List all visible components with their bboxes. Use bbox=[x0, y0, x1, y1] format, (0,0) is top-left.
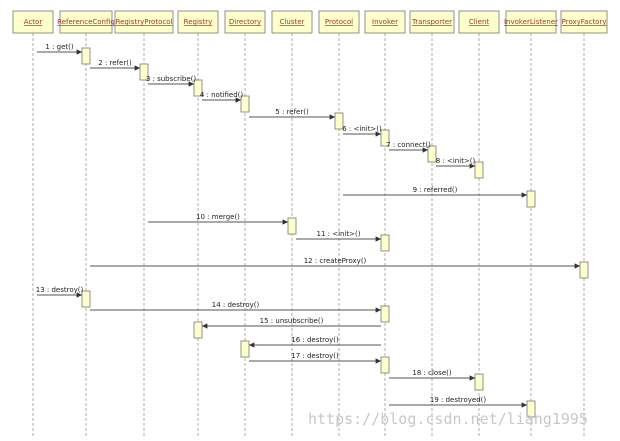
activation bbox=[193, 79, 203, 97]
message-label: 2 : refer() bbox=[98, 59, 132, 67]
participant-name: Protocol bbox=[325, 18, 353, 26]
message-label: 3 : subscribe() bbox=[146, 75, 197, 83]
activation bbox=[526, 400, 536, 418]
participant-name: Client bbox=[469, 18, 490, 26]
message-label: 4 : notified() bbox=[200, 91, 244, 99]
activation bbox=[380, 234, 390, 252]
participant-name: ProxyFactory bbox=[562, 18, 607, 26]
participant-name: Cluster bbox=[280, 18, 305, 26]
message-label: 5 : refer() bbox=[275, 108, 309, 116]
activation bbox=[474, 161, 484, 179]
participant-name: Registry bbox=[184, 18, 213, 26]
message-label: 17 : destroy() bbox=[291, 352, 339, 360]
participant-name: Directory bbox=[229, 18, 261, 26]
participant-name: Transporter bbox=[411, 18, 452, 26]
activation bbox=[240, 340, 250, 358]
message-label: 8 : <init>() bbox=[436, 157, 476, 165]
participant-box bbox=[224, 10, 266, 34]
activation bbox=[380, 129, 390, 147]
message-label: 9 : referred() bbox=[413, 186, 458, 194]
participant-name: Actor bbox=[24, 18, 43, 26]
message-label: 6 : <init>() bbox=[342, 125, 382, 133]
message-label: 12 : createProxy() bbox=[304, 257, 367, 265]
participant-box bbox=[59, 10, 113, 34]
activation bbox=[380, 305, 390, 323]
participant-box bbox=[318, 10, 360, 34]
participant-name: RegistryProtocol bbox=[116, 18, 173, 26]
activation bbox=[81, 47, 91, 65]
activation bbox=[287, 217, 297, 235]
message-label: 14 : destroy() bbox=[212, 301, 260, 309]
participant-box bbox=[271, 10, 313, 34]
participant-box bbox=[505, 10, 557, 34]
activation bbox=[579, 261, 589, 279]
message-label: 19 : destroyed() bbox=[430, 396, 486, 404]
activation bbox=[427, 145, 437, 163]
participant-name: Invoker bbox=[372, 18, 398, 26]
message-label: 18 : close() bbox=[412, 369, 451, 377]
activation bbox=[81, 290, 91, 308]
message-label: 1 : get() bbox=[45, 43, 73, 51]
activation bbox=[474, 373, 484, 391]
message-label: 16 : destroy() bbox=[291, 336, 339, 344]
watermark: https://blog.csdn.net/liang1995 bbox=[308, 410, 588, 428]
participant-box bbox=[177, 10, 219, 34]
activation bbox=[380, 356, 390, 374]
message-label: 15 : unsubscribe() bbox=[260, 317, 324, 325]
participant-name: ReferenceConfig bbox=[57, 18, 115, 26]
participant-box bbox=[560, 10, 608, 34]
participant-box bbox=[458, 10, 500, 34]
participant-name: InvokerListener bbox=[504, 18, 558, 26]
message-label: 13 : destroy() bbox=[36, 286, 84, 294]
participant-box bbox=[364, 10, 406, 34]
participant-box bbox=[12, 10, 54, 34]
layer bbox=[32, 33, 589, 436]
participant-box bbox=[409, 10, 455, 34]
activation bbox=[240, 95, 250, 113]
message-label: 7 : connect() bbox=[386, 141, 431, 149]
participant-box bbox=[114, 10, 174, 34]
message-label: 11 : <init>() bbox=[317, 230, 361, 238]
activation bbox=[193, 321, 203, 339]
layer: Actor ReferenceConfig RegistryProtocol Regi… bbox=[12, 10, 608, 404]
activation bbox=[334, 112, 344, 130]
message-label: 10 : merge() bbox=[196, 213, 240, 221]
activation bbox=[526, 190, 536, 208]
activation bbox=[139, 63, 149, 81]
